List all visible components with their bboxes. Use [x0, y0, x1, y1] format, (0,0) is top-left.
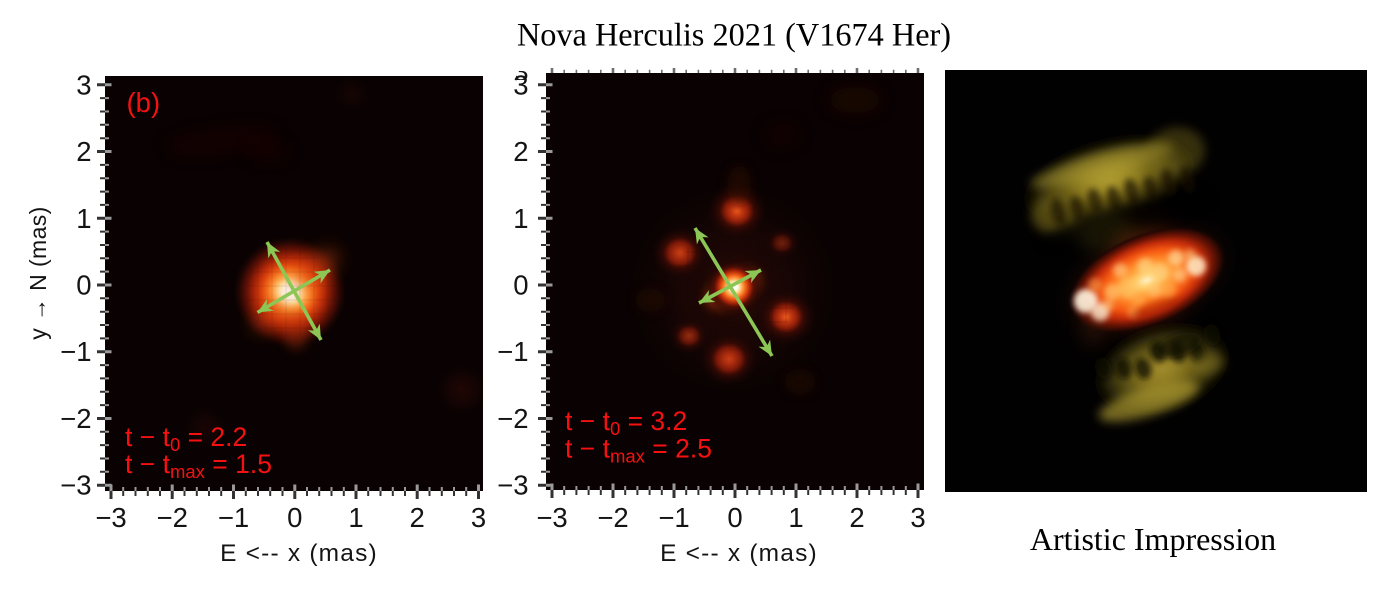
svg-text:3: 3 — [910, 502, 925, 533]
svg-text:2: 2 — [513, 136, 528, 167]
svg-text:1: 1 — [348, 502, 363, 533]
svg-text:Nova Herculis 2021 (V1674 Her): Nova Herculis 2021 (V1674 Her) — [517, 17, 951, 53]
svg-text:2: 2 — [849, 502, 864, 533]
svg-text:1: 1 — [513, 203, 528, 234]
svg-text:−3: −3 — [60, 470, 91, 501]
svg-text:1: 1 — [76, 203, 91, 234]
svg-text:3: 3 — [76, 69, 91, 100]
svg-text:t − t0 = 2.2: t − t0 = 2.2 — [125, 422, 247, 455]
svg-text:1: 1 — [788, 502, 803, 533]
svg-text:−2: −2 — [597, 502, 628, 533]
svg-text:2: 2 — [76, 136, 91, 167]
svg-text:(b): (b) — [127, 87, 161, 118]
svg-text:t − tmax = 2.5: t − tmax = 2.5 — [565, 434, 712, 467]
svg-text:−1: −1 — [218, 502, 249, 533]
svg-text:3: 3 — [513, 56, 528, 87]
svg-text:0: 0 — [727, 502, 742, 533]
svg-text:−2: −2 — [497, 403, 528, 434]
svg-text:E <-- x (mas): E <-- x (mas) — [220, 540, 378, 567]
svg-text:−1: −1 — [60, 336, 91, 367]
svg-text:E <-- x (mas): E <-- x (mas) — [660, 540, 818, 567]
svg-text:−1: −1 — [497, 336, 528, 367]
svg-text:t − tmax = 1.5: t − tmax = 1.5 — [125, 449, 272, 482]
svg-text:−3: −3 — [497, 470, 528, 501]
svg-text:−1: −1 — [658, 502, 689, 533]
svg-text:3: 3 — [471, 502, 486, 533]
svg-text:−2: −2 — [60, 403, 91, 434]
svg-text:0: 0 — [287, 502, 302, 533]
svg-text:0: 0 — [513, 270, 528, 301]
svg-text:−3: −3 — [95, 502, 126, 533]
svg-text:2: 2 — [410, 502, 425, 533]
svg-text:0: 0 — [76, 270, 91, 301]
svg-text:3: 3 — [513, 69, 528, 100]
svg-text:−2: −2 — [157, 502, 188, 533]
svg-text:−3: −3 — [536, 502, 567, 533]
svg-text:t − t0 = 3.2: t − t0 = 3.2 — [565, 406, 687, 439]
svg-text:Artistic Impression: Artistic Impression — [1030, 521, 1276, 557]
svg-text:y → N (mas): y → N (mas) — [25, 206, 51, 339]
